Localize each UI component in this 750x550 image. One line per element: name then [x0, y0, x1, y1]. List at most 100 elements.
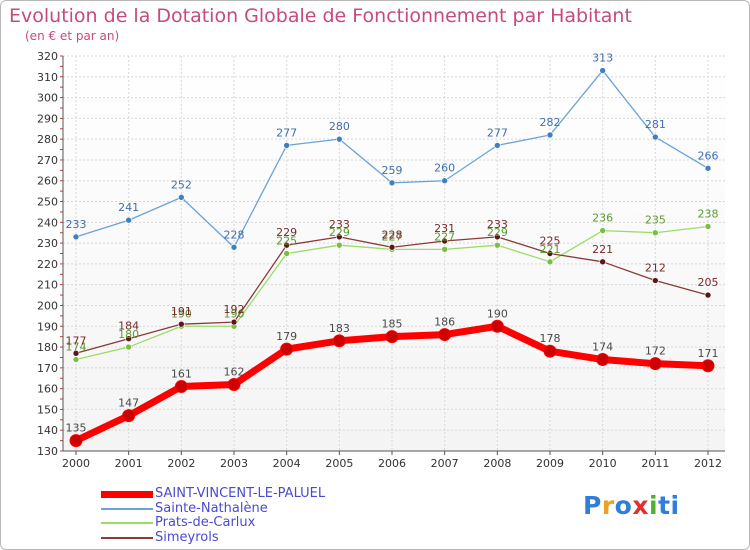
data-point [283, 241, 290, 249]
data-label: 179 [276, 330, 297, 343]
data-point [178, 194, 185, 201]
x-tick-label: 2008 [483, 457, 511, 470]
data-point [336, 233, 343, 241]
data-label: 228 [224, 228, 245, 241]
data-label: 227 [434, 230, 455, 243]
x-tick-label: 2002 [167, 457, 195, 470]
data-label: 184 [118, 320, 139, 333]
data-label: 238 [698, 207, 719, 220]
y-tick-label: 150 [37, 403, 58, 416]
y-tick-label: 230 [37, 237, 58, 250]
data-label: 205 [698, 276, 719, 289]
y-tick-label: 290 [37, 112, 58, 125]
data-point [546, 258, 554, 266]
legend-swatch [101, 490, 153, 498]
x-tick-label: 2003 [220, 457, 248, 470]
data-point [385, 330, 399, 344]
data-point [648, 357, 662, 371]
data-point [441, 237, 448, 245]
data-point [122, 409, 136, 423]
y-tick-label: 210 [37, 279, 58, 292]
data-point [125, 343, 132, 351]
data-point [388, 179, 396, 187]
data-label: 281 [645, 118, 666, 131]
x-tick-label: 2011 [641, 457, 669, 470]
data-label: 229 [487, 226, 508, 239]
data-point [72, 233, 80, 241]
data-label: 135 [66, 422, 87, 435]
data-label: 180 [118, 328, 139, 341]
data-point [704, 164, 712, 172]
data-label: 190 [487, 307, 508, 320]
data-label: 174 [592, 341, 613, 354]
y-tick-label: 250 [37, 196, 58, 209]
data-label: 177 [66, 334, 87, 347]
data-label: 186 [434, 316, 455, 329]
data-point [174, 380, 188, 394]
data-label: 260 [434, 162, 455, 175]
data-point [125, 216, 132, 224]
data-label: 229 [329, 226, 350, 239]
data-label: 162 [224, 365, 245, 378]
data-label: 174 [66, 341, 87, 354]
logo-letter: x [632, 491, 649, 520]
legend-label: SAINT-VINCENT-LE-PALUEL [155, 486, 326, 501]
legend-label: Prats-de-Carlux [155, 515, 256, 530]
data-label: 212 [645, 262, 666, 275]
y-tick-label: 190 [37, 320, 58, 333]
data-point [599, 258, 606, 266]
data-label: 236 [592, 212, 613, 225]
data-point [494, 233, 501, 241]
x-tick-label: 2005 [325, 457, 353, 470]
data-point [596, 353, 610, 367]
x-tick-label: 2000 [62, 457, 90, 470]
data-point [543, 344, 557, 358]
data-point [704, 223, 712, 230]
data-point [230, 243, 238, 251]
y-tick-label: 300 [37, 92, 58, 105]
data-label: 277 [276, 126, 297, 139]
logo-letter: P [583, 491, 602, 520]
data-labels: 135 147 161 162 179 183 185 186 190 178 174 172 171 2… [66, 52, 719, 435]
data-label: 259 [382, 164, 403, 177]
data-point [178, 320, 185, 328]
x-tick-label: 2004 [273, 457, 301, 470]
data-point [599, 227, 606, 234]
data-point [332, 334, 346, 348]
x-tick-label: 2001 [115, 457, 143, 470]
data-point [652, 133, 659, 141]
y-tick-label: 200 [37, 299, 58, 312]
data-point [490, 319, 504, 333]
y-tick-label: 260 [37, 175, 58, 188]
data-label: 190 [171, 307, 192, 320]
y-tick-label: 130 [37, 445, 58, 458]
legend-swatch [101, 507, 153, 510]
x-tick-label: 2012 [694, 457, 722, 470]
data-label: 231 [434, 222, 455, 235]
data-label: 225 [540, 235, 561, 248]
data-point [280, 342, 294, 356]
data-point [701, 359, 715, 373]
data-label: 313 [592, 52, 613, 65]
logo-letter: r [601, 491, 615, 520]
data-label: 171 [698, 347, 719, 360]
x-tick-label: 2006 [378, 457, 406, 470]
data-label: 221 [540, 243, 561, 256]
data-point [336, 135, 343, 143]
data-label: 172 [645, 345, 666, 358]
data-point [546, 131, 554, 139]
data-label: 147 [118, 397, 139, 410]
data-label: 282 [540, 116, 561, 129]
y-tick-label: 140 [37, 424, 58, 437]
data-point [652, 277, 659, 284]
data-label: 266 [698, 149, 719, 162]
y-tick-label: 320 [37, 50, 58, 63]
data-label: 191 [171, 305, 192, 318]
data-point [283, 142, 290, 149]
x-tick-label: 2009 [536, 457, 564, 470]
data-point [599, 67, 606, 74]
x-tick-label: 2010 [589, 457, 617, 470]
data-label: 185 [382, 318, 403, 331]
logo-letter: t [658, 491, 671, 520]
